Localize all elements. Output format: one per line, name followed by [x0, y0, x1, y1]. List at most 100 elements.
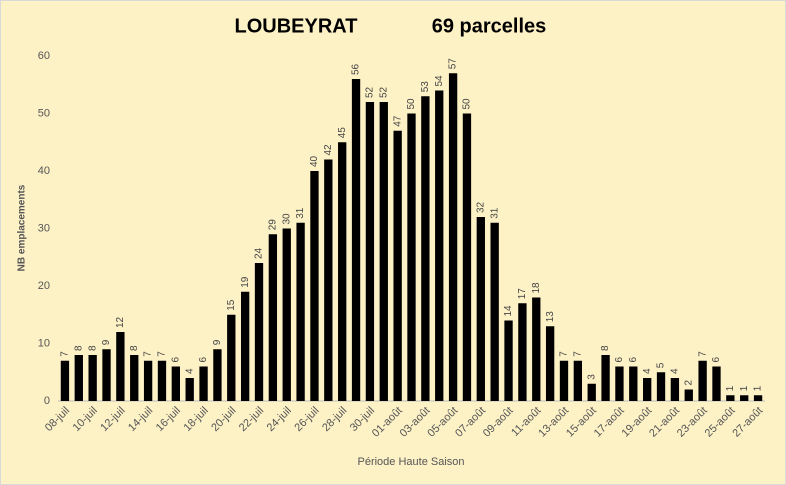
value-label: 45	[337, 127, 348, 139]
bar	[615, 366, 624, 401]
value-label: 14	[503, 305, 514, 317]
bar	[365, 102, 375, 401]
value-label: 13	[545, 311, 556, 323]
bar	[504, 320, 513, 401]
bar	[448, 73, 458, 401]
value-label: 1	[739, 385, 750, 391]
value-label: 6	[711, 357, 722, 363]
value-label: 4	[184, 368, 195, 374]
x-tick-label: 27-août	[730, 405, 765, 440]
bar	[324, 159, 333, 401]
bar	[60, 360, 70, 401]
value-label: 29	[268, 219, 279, 231]
bar	[726, 395, 735, 401]
bar	[643, 378, 652, 401]
value-label: 42	[323, 144, 334, 156]
value-label: 9	[101, 339, 112, 345]
bar	[296, 222, 305, 401]
y-tick-label: 0	[44, 395, 50, 407]
bar	[310, 171, 319, 401]
value-label: 7	[143, 351, 154, 357]
bar	[476, 217, 485, 401]
value-label: 52	[365, 86, 376, 98]
x-tick-label: 18-juil	[181, 405, 210, 434]
bar	[587, 383, 596, 401]
value-label: 50	[462, 98, 473, 110]
value-label: 6	[198, 357, 209, 363]
value-label: 31	[295, 207, 306, 219]
value-label: 6	[614, 357, 625, 363]
value-label: 54	[434, 75, 445, 87]
bar	[88, 355, 97, 401]
value-label: 15	[226, 299, 237, 311]
bar	[199, 366, 208, 401]
value-label: 24	[254, 247, 265, 259]
bar	[573, 360, 583, 401]
x-tick-label: 10-juil	[71, 405, 100, 434]
bar	[227, 314, 236, 401]
y-tick-label: 50	[38, 107, 50, 119]
chart-title: LOUBEYRAT	[235, 15, 358, 37]
x-tick-label: 16-juil	[154, 405, 183, 434]
bar	[656, 372, 666, 401]
value-label: 6	[628, 357, 639, 363]
bar	[171, 366, 180, 401]
value-label: 7	[60, 351, 71, 357]
value-label: 56	[351, 63, 362, 75]
value-label: 30	[281, 213, 292, 225]
bar	[601, 355, 610, 401]
x-tick-label: 20-juil	[209, 405, 238, 434]
bar	[462, 113, 472, 401]
y-tick-label: 40	[38, 165, 50, 177]
bar	[670, 378, 680, 401]
value-label: 2	[683, 380, 694, 386]
y-tick-label: 10	[38, 337, 50, 349]
value-label: 17	[517, 288, 528, 300]
bar	[116, 332, 125, 401]
bar	[338, 142, 347, 401]
bar	[282, 228, 291, 401]
value-label: 4	[670, 368, 681, 374]
x-tick-label: 24-juil	[265, 405, 294, 434]
value-label: 6	[170, 357, 181, 363]
value-label: 3	[586, 374, 597, 380]
value-label: 1	[753, 385, 764, 391]
value-label: 52	[378, 86, 389, 98]
chart-subtitle: 69 parcelles	[432, 15, 547, 37]
value-label: 50	[406, 98, 417, 110]
bar	[74, 355, 83, 401]
value-label: 31	[489, 207, 500, 219]
x-tick-label: 22-juil	[237, 405, 266, 434]
bar	[698, 360, 707, 401]
bar	[684, 389, 693, 401]
x-tick-label: 14-juil	[126, 405, 155, 434]
bar	[490, 222, 499, 401]
y-tick-label: 30	[38, 222, 50, 234]
x-tick-label: 12-juil	[98, 405, 127, 434]
value-label: 40	[309, 155, 320, 167]
bar	[379, 102, 388, 401]
bar	[268, 234, 278, 401]
x-tick-label: 26-juil	[292, 405, 321, 434]
bar	[629, 366, 638, 401]
y-axis-label: NB emplacements	[17, 184, 28, 271]
value-label: 1	[725, 385, 736, 391]
value-label: 57	[448, 58, 459, 70]
bar	[559, 360, 569, 401]
value-label: 8	[600, 345, 611, 351]
x-tick-label: 28-juil	[320, 405, 349, 434]
bar	[143, 360, 153, 401]
value-label: 9	[212, 339, 223, 345]
value-label: 8	[129, 345, 140, 351]
value-label: 53	[420, 81, 431, 93]
value-label: 19	[240, 276, 251, 288]
value-label: 7	[697, 351, 708, 357]
value-label: 18	[531, 282, 542, 294]
bar	[532, 297, 541, 401]
bar	[545, 326, 555, 401]
value-label: 5	[656, 362, 667, 368]
bar	[518, 303, 527, 401]
bar	[421, 96, 430, 401]
bar	[351, 79, 361, 401]
